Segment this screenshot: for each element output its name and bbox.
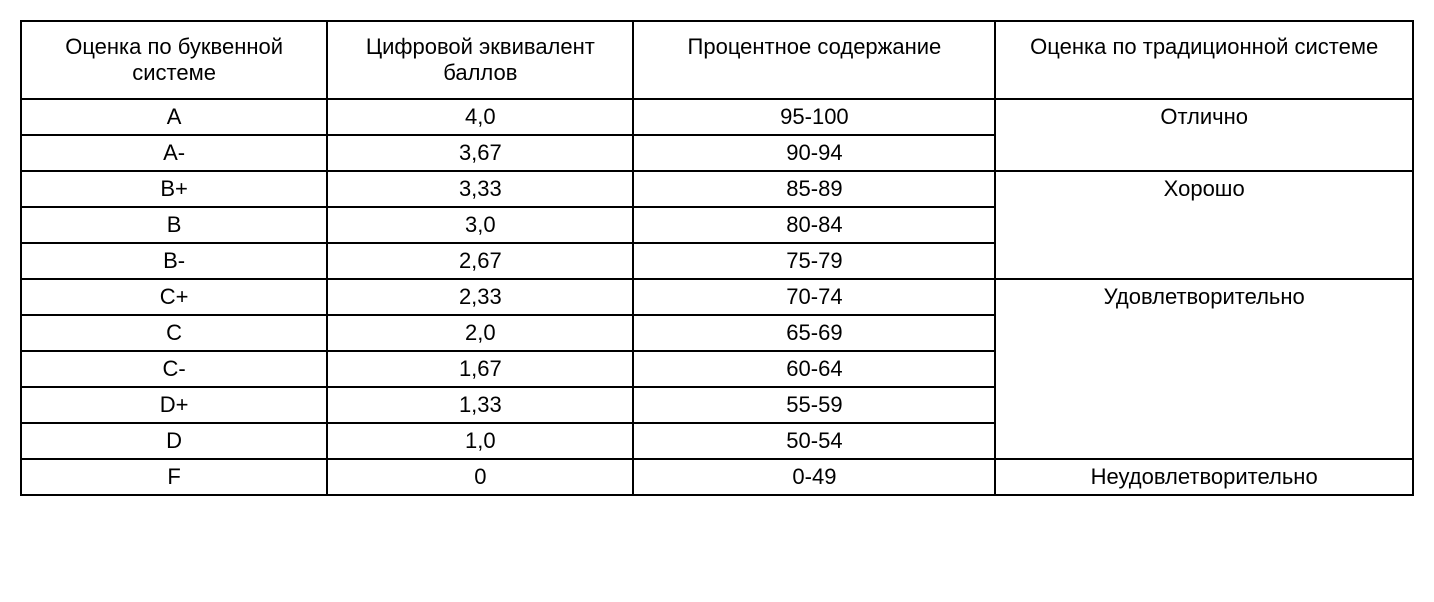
cell-percent: 85-89 — [633, 171, 995, 207]
table-row: B+ 3,33 85-89 Хорошо — [21, 171, 1413, 207]
cell-letter: B- — [21, 243, 327, 279]
header-numeric-equivalent: Цифровой эквивалент баллов — [327, 21, 633, 99]
cell-letter: D — [21, 423, 327, 459]
table-header-row: Оценка по буквенной системе Цифровой экв… — [21, 21, 1413, 99]
cell-percent: 55-59 — [633, 387, 995, 423]
grading-table: Оценка по буквенной системе Цифровой экв… — [20, 20, 1414, 496]
cell-percent: 65-69 — [633, 315, 995, 351]
cell-letter: A — [21, 99, 327, 135]
cell-percent: 95-100 — [633, 99, 995, 135]
header-traditional-grade: Оценка по традиционной системе — [995, 21, 1413, 99]
cell-numeric: 1,33 — [327, 387, 633, 423]
header-letter-grade: Оценка по буквенной системе — [21, 21, 327, 99]
cell-traditional: Неудовлетворительно — [995, 459, 1413, 495]
cell-percent: 80-84 — [633, 207, 995, 243]
cell-numeric: 1,0 — [327, 423, 633, 459]
cell-numeric: 4,0 — [327, 99, 633, 135]
cell-percent: 70-74 — [633, 279, 995, 315]
cell-numeric: 2,0 — [327, 315, 633, 351]
cell-numeric: 1,67 — [327, 351, 633, 387]
cell-letter: F — [21, 459, 327, 495]
cell-letter: C+ — [21, 279, 327, 315]
cell-percent: 90-94 — [633, 135, 995, 171]
cell-percent: 50-54 — [633, 423, 995, 459]
cell-traditional: Удовлетворительно — [995, 279, 1413, 459]
table-row: F 0 0-49 Неудовлетворительно — [21, 459, 1413, 495]
cell-traditional: Отлично — [995, 99, 1413, 171]
cell-letter: B — [21, 207, 327, 243]
cell-letter: B+ — [21, 171, 327, 207]
cell-numeric: 2,33 — [327, 279, 633, 315]
cell-percent: 75-79 — [633, 243, 995, 279]
cell-numeric: 3,67 — [327, 135, 633, 171]
cell-letter: D+ — [21, 387, 327, 423]
cell-percent: 60-64 — [633, 351, 995, 387]
cell-letter: A- — [21, 135, 327, 171]
cell-percent: 0-49 — [633, 459, 995, 495]
cell-traditional: Хорошо — [995, 171, 1413, 279]
cell-letter: C- — [21, 351, 327, 387]
header-percent-content: Процентное содержание — [633, 21, 995, 99]
cell-numeric: 3,0 — [327, 207, 633, 243]
cell-letter: C — [21, 315, 327, 351]
table-row: A 4,0 95-100 Отлично — [21, 99, 1413, 135]
cell-numeric: 2,67 — [327, 243, 633, 279]
cell-numeric: 0 — [327, 459, 633, 495]
cell-numeric: 3,33 — [327, 171, 633, 207]
table-row: C+ 2,33 70-74 Удовлетворительно — [21, 279, 1413, 315]
